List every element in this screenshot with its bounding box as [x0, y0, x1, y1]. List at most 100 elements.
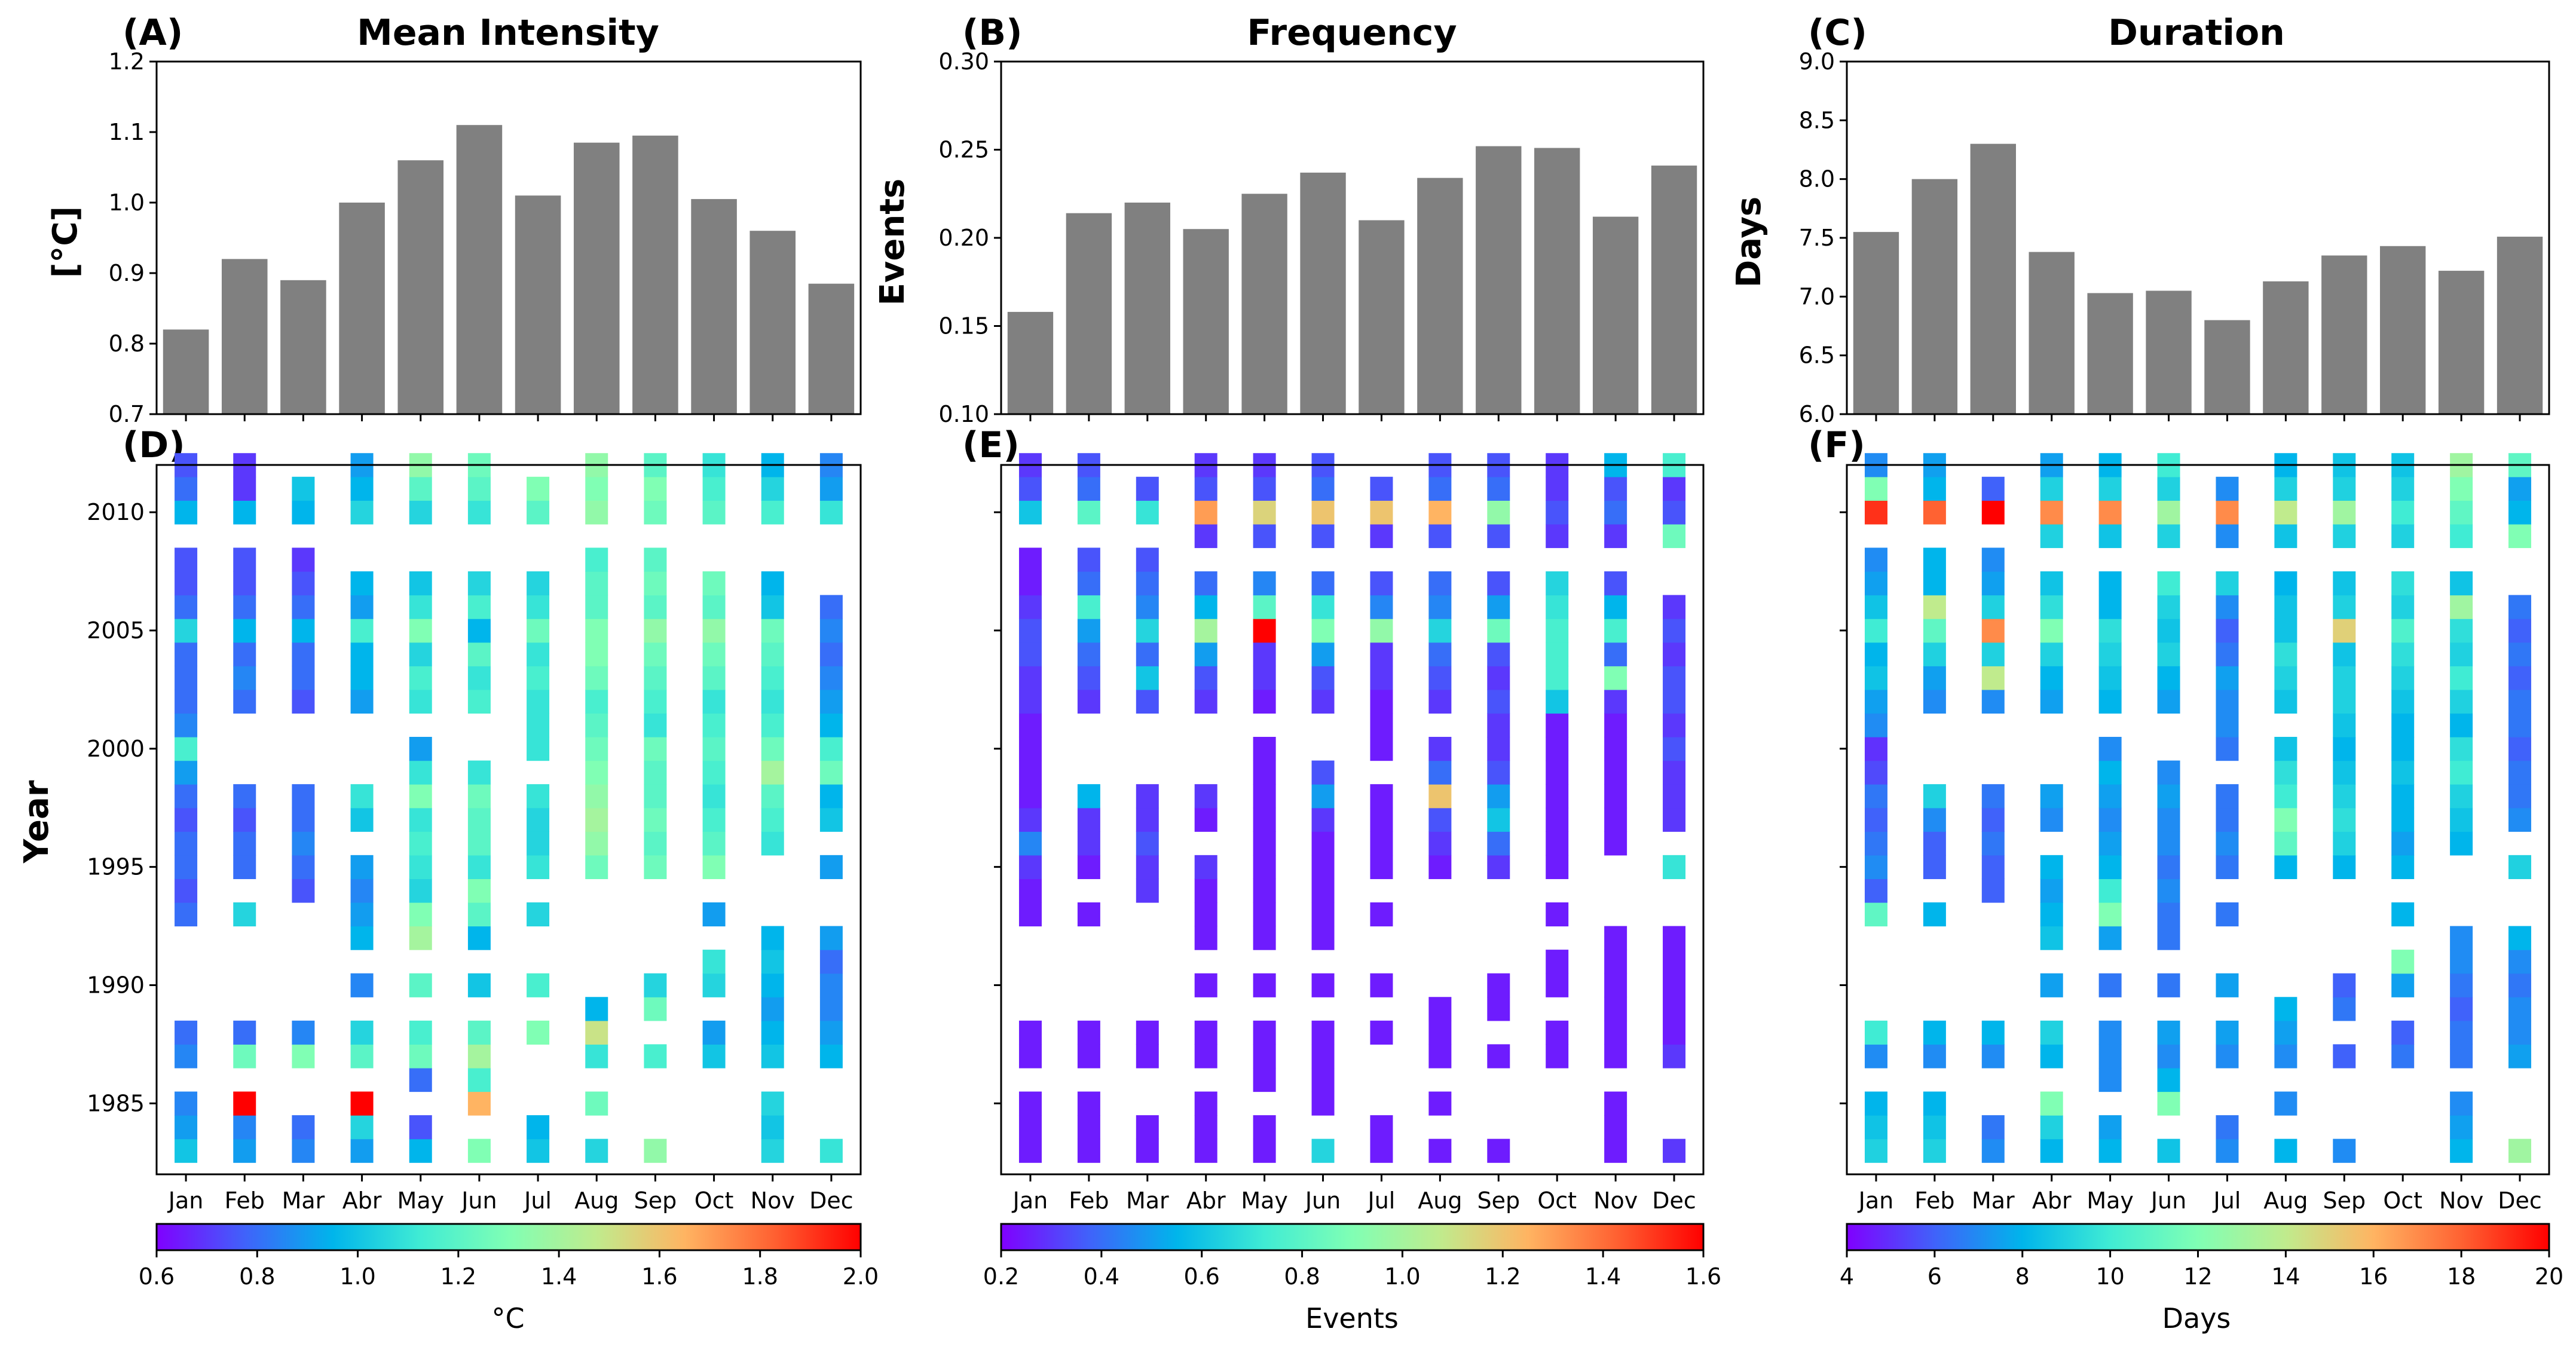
cell-e-jan-2011 — [1018, 476, 1042, 501]
cell-e-jul-1998 — [1370, 784, 1393, 809]
cell-d-abr-2004 — [350, 642, 374, 666]
cell-d-jan-2004 — [175, 642, 198, 666]
cell-e-nov-1992 — [1604, 926, 1627, 950]
cell-d-may-2002 — [409, 689, 432, 714]
cell-f-jan-1998 — [1864, 784, 1887, 809]
cell-e-sep-2011 — [1487, 476, 1510, 501]
cell-e-nov-2006 — [1604, 595, 1627, 619]
cell-e-feb-1984 — [1077, 1115, 1100, 1140]
cell-f-jul-2010 — [2216, 500, 2239, 525]
cell-d-aug-2007 — [585, 571, 608, 596]
cell-f-jun-1998 — [2157, 784, 2180, 809]
cell-f-may-2000 — [2098, 737, 2122, 761]
cell-f-sep-1983 — [2333, 1138, 2356, 1163]
colorbar-tick-label-e-5: 1.2 — [1485, 1263, 1520, 1290]
colorbar-tick-label-d-1: 0.8 — [239, 1263, 275, 1290]
cell-d-may-1988 — [409, 1020, 432, 1045]
cell-d-nov-1988 — [761, 1020, 784, 1045]
cell-f-oct-1998 — [2391, 784, 2415, 809]
cell-d-oct-2004 — [702, 642, 726, 666]
cell-f-jul-1998 — [2216, 784, 2239, 809]
cell-f-aug-1983 — [2274, 1138, 2297, 1163]
cell-d-nov-1999 — [761, 760, 784, 785]
cell-d-jun-1987 — [467, 1044, 491, 1069]
cell-f-mar-2008 — [1981, 547, 2005, 572]
cell-e-nov-2001 — [1604, 713, 1627, 737]
cell-d-sep-1999 — [644, 760, 667, 785]
cell-d-jan-1998 — [175, 784, 198, 809]
cell-d-jan-1988 — [175, 1020, 198, 1045]
cell-d-abr-1988 — [350, 1020, 374, 1045]
cell-e-mar-2004 — [1136, 642, 1159, 666]
cell-f-may-1987 — [2098, 1044, 2122, 1069]
cell-e-jan-2005 — [1018, 619, 1042, 643]
cell-f-oct-1988 — [2391, 1020, 2415, 1045]
cell-f-oct-2002 — [2391, 689, 2415, 714]
cell-e-feb-1995 — [1077, 855, 1100, 880]
cell-f-abr-2004 — [2040, 642, 2063, 666]
colorbar-tick-label-d-6: 1.8 — [742, 1263, 778, 1290]
colorbar-tick-label-d-4: 1.4 — [541, 1263, 577, 1290]
cell-f-aug-1987 — [2274, 1044, 2297, 1069]
cell-d-jul-2007 — [527, 571, 550, 596]
cell-e-may-1986 — [1253, 1067, 1276, 1092]
cell-e-jun-1987 — [1311, 1044, 1335, 1069]
cell-f-jun-2010 — [2157, 500, 2180, 525]
cell-f-dec-1992 — [2508, 926, 2532, 950]
cell-d-mar-1996 — [292, 831, 315, 856]
cell-e-oct-2007 — [1546, 571, 1569, 596]
cell-f-dec-2002 — [2508, 689, 2532, 714]
cell-e-oct-1988 — [1546, 1020, 1569, 1045]
cell-e-sep-2007 — [1487, 571, 1510, 596]
cell-d-feb-2011 — [233, 476, 256, 501]
colorbar-tick-label-f-0: 4 — [1840, 1263, 1854, 1290]
cell-f-abr-1998 — [2040, 784, 2063, 809]
cell-e-oct-1990 — [1546, 973, 1569, 997]
cell-f-feb-1987 — [1923, 1044, 1946, 1069]
x-tick-label-e-jul: Jul — [1367, 1187, 1396, 1214]
cell-f-oct-2007 — [2391, 571, 2415, 596]
cell-e-abr-2002 — [1194, 689, 1217, 714]
y-tick-label-c-3: 7.5 — [1799, 225, 1835, 251]
cell-d-abr-1993 — [350, 902, 374, 927]
x-tick-label-e-sep: Sep — [1477, 1187, 1520, 1214]
cell-f-dec-1999 — [2508, 760, 2532, 785]
y-tick-label-d-3: 2000 — [87, 736, 145, 762]
bar-a-may — [397, 160, 444, 414]
cell-d-oct-1996 — [702, 831, 726, 856]
cell-e-oct-2011 — [1546, 476, 1569, 501]
cell-e-sep-2000 — [1487, 737, 1510, 761]
cell-f-sep-1987 — [2333, 1044, 2356, 1069]
cell-f-may-2004 — [2098, 642, 2122, 666]
cell-f-abr-1992 — [2040, 926, 2063, 950]
cell-e-jul-2011 — [1370, 476, 1393, 501]
cell-f-feb-2007 — [1923, 571, 1946, 596]
cell-f-dec-1997 — [2508, 807, 2532, 832]
cell-e-feb-1983 — [1077, 1138, 1100, 1163]
cell-d-jan-1993 — [175, 902, 198, 927]
cell-f-mar-1987 — [1981, 1044, 2005, 1069]
cell-e-dec-2006 — [1663, 595, 1686, 619]
cell-e-oct-1997 — [1546, 807, 1569, 832]
cell-e-may-1990 — [1253, 973, 1276, 997]
cell-d-nov-2003 — [761, 666, 784, 690]
cell-f-jul-1993 — [2216, 902, 2239, 927]
cell-d-abr-2011 — [350, 476, 374, 501]
cell-e-jan-2006 — [1018, 595, 1042, 619]
cell-e-aug-1995 — [1428, 855, 1452, 880]
cell-e-sep-1987 — [1487, 1044, 1510, 1069]
x-tick-label-d-aug: Aug — [574, 1187, 619, 1214]
cell-f-may-1995 — [2098, 855, 2122, 880]
cell-f-mar-2006 — [1981, 595, 2005, 619]
y-tick-label-d-0: 1985 — [87, 1090, 145, 1116]
cell-d-may-2010 — [409, 500, 432, 525]
cell-f-jun-1994 — [2157, 878, 2180, 903]
cell-d-jan-1999 — [175, 760, 198, 785]
cell-d-dec-2001 — [819, 713, 843, 737]
x-tick-label-d-jan: Jan — [167, 1187, 204, 1214]
cell-f-feb-2011 — [1923, 476, 1946, 501]
bar-a-jul — [515, 195, 561, 414]
cell-e-sep-2001 — [1487, 713, 1510, 737]
cell-f-dec-2000 — [2508, 737, 2532, 761]
cell-f-jan-1993 — [1864, 902, 1887, 927]
